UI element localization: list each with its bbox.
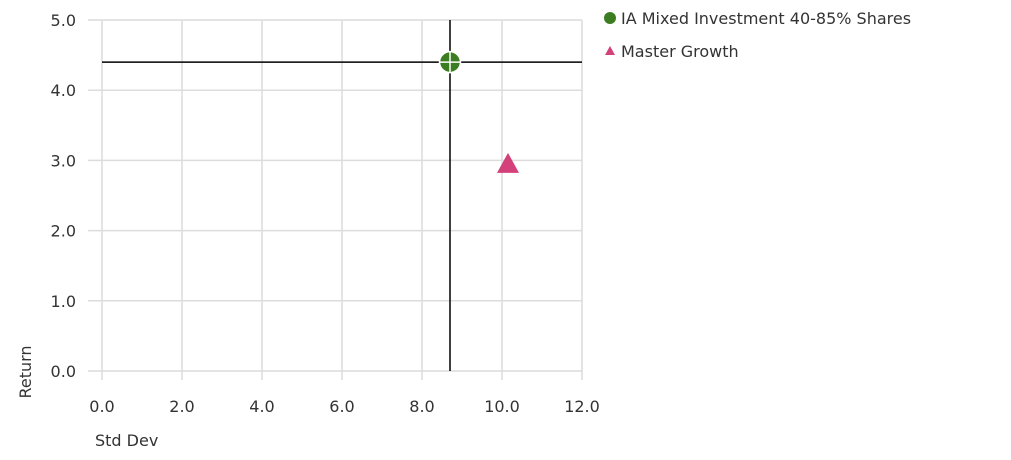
y-tick-label: 0.0 [51, 362, 76, 381]
y-tick-label: 1.0 [51, 292, 76, 311]
y-tick-label: 3.0 [51, 151, 76, 170]
x-tick-label: 8.0 [409, 397, 434, 416]
y-tick-label: 2.0 [51, 222, 76, 241]
x-tick-label: 10.0 [484, 397, 520, 416]
legend: IA Mixed Investment 40-85% Shares Master … [604, 9, 911, 61]
legend-item: Master Growth [605, 42, 739, 61]
x-tick-label: 0.0 [89, 397, 114, 416]
y-axis-label: Return [16, 345, 35, 398]
legend-circle-icon [604, 12, 616, 24]
legend-item: IA Mixed Investment 40-85% Shares [604, 9, 911, 28]
x-tick-label: 2.0 [169, 397, 194, 416]
x-tick-label: 6.0 [329, 397, 354, 416]
marks-layer [438, 50, 519, 173]
legend-label: Master Growth [621, 42, 739, 61]
legend-label: IA Mixed Investment 40-85% Shares [621, 9, 911, 28]
grid-layer [88, 19, 583, 380]
data-point-triangle [497, 152, 519, 173]
crosshair-layer [102, 20, 582, 371]
legend-triangle-icon [605, 46, 615, 55]
x-tick-label: 4.0 [249, 397, 274, 416]
x-tick-label: 12.0 [564, 397, 600, 416]
y-tick-label: 5.0 [51, 11, 76, 30]
axis-layer: 0.0 2.0 4.0 6.0 8.0 10.0 12.0 0.0 1.0 2.0 3.0 4.0 5.… [51, 11, 600, 416]
x-axis-label: Std Dev [95, 431, 158, 450]
y-tick-label: 4.0 [51, 81, 76, 100]
